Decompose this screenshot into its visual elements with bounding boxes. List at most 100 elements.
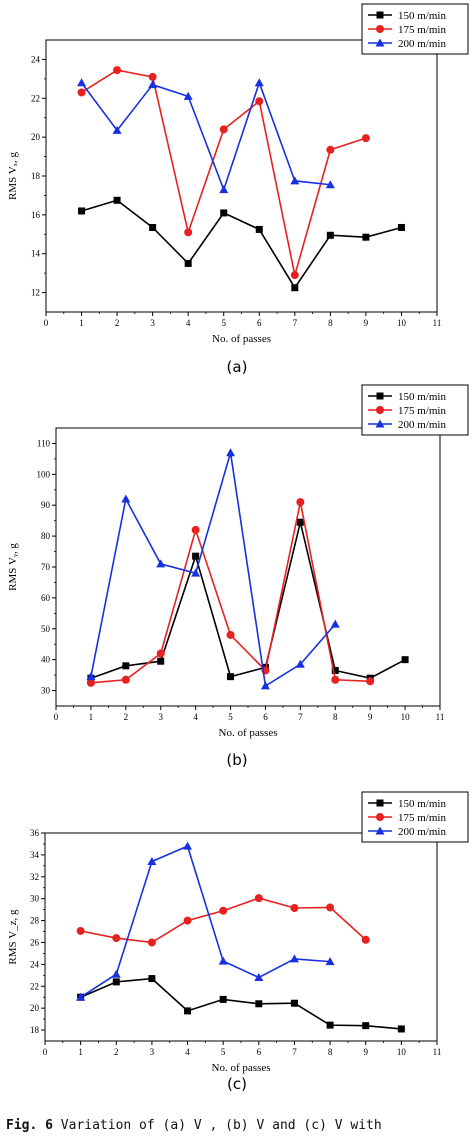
x-tick-label: 11 [433, 318, 442, 328]
y-tick-label: 18 [31, 171, 41, 181]
series-line-3 [80, 845, 331, 998]
legend-swatch-marker [375, 38, 385, 47]
x-tick-label: 3 [150, 1047, 155, 1057]
y-tick-label: 34 [30, 850, 40, 860]
data-point [330, 619, 340, 628]
x-tick-label: 2 [124, 712, 129, 722]
data-point [331, 675, 340, 684]
y-tick-label: 36 [30, 828, 40, 838]
legend-label: 200 m/min [398, 826, 446, 838]
x-tick-label: 4 [193, 712, 198, 722]
y-tick-label: 14 [31, 249, 41, 259]
data-point [226, 448, 236, 457]
legend-label: 175 m/min [398, 405, 446, 417]
legend-swatch-marker [376, 406, 384, 414]
data-point [156, 649, 165, 658]
legend: 150 m/min 175 m/min 200 m/min [361, 384, 469, 436]
x-tick-label: 5 [221, 318, 226, 328]
x-tick-label: 0 [44, 318, 49, 328]
data-point [121, 494, 131, 503]
series-line-1 [81, 199, 402, 290]
data-point [401, 656, 409, 664]
plot-frame [44, 832, 438, 1042]
data-point [77, 88, 86, 97]
x-tick-label: 9 [363, 1047, 368, 1057]
x-tick-label: 5 [221, 1047, 226, 1057]
data-point [296, 518, 304, 526]
data-point [112, 978, 120, 986]
data-point [219, 125, 228, 134]
y-tick-label: 30 [41, 686, 51, 696]
data-point [397, 1025, 405, 1033]
legend-swatch-marker [376, 25, 384, 33]
data-point [218, 956, 228, 965]
series-line-1 [90, 522, 406, 680]
data-point [184, 228, 193, 237]
data-point [326, 231, 334, 239]
y-tick-label: 110 [37, 438, 51, 448]
data-point [362, 1022, 370, 1030]
chart-panel-2: 0 1 2 3 4 5 6 7 8 9 10 11 30 40 50 60 70 80 90 100 110 No. of… [7, 384, 469, 769]
panel-label: (b) [226, 751, 247, 769]
data-point [122, 662, 130, 670]
data-point [112, 934, 121, 943]
data-point [147, 938, 156, 947]
data-point [366, 677, 375, 686]
y-tick-label: 32 [30, 872, 39, 882]
x-tick-label: 7 [292, 1047, 297, 1057]
data-point [157, 657, 165, 665]
x-tick-label: 8 [328, 318, 333, 328]
x-axis-label: No. of passes [212, 1062, 271, 1074]
x-tick-label: 11 [436, 712, 445, 722]
x-axis-label: No. of passes [219, 727, 278, 739]
x-tick-label: 7 [298, 712, 303, 722]
y-tick-label: 70 [41, 562, 51, 572]
data-point [325, 957, 335, 966]
y-tick-label: 90 [41, 500, 51, 510]
y-axis-label: RMS V_z, g [7, 909, 19, 965]
x-tick-label: 2 [115, 318, 120, 328]
panel-label: (c) [227, 1075, 247, 1093]
series-line-3 [90, 452, 336, 688]
data-point [361, 134, 370, 143]
caption-fig-label: Fig. 6 [6, 1118, 53, 1133]
data-point [331, 666, 339, 674]
data-point [219, 995, 227, 1003]
x-tick-label: 10 [397, 1047, 407, 1057]
y-axis-label: RMS Vᵧ, g [7, 543, 19, 591]
data-point [77, 78, 87, 87]
data-point [397, 223, 405, 231]
y-tick-label: 26 [30, 937, 40, 947]
data-point [78, 207, 86, 215]
data-point [112, 125, 122, 134]
x-tick-label: 6 [257, 1047, 262, 1057]
data-point [220, 209, 228, 217]
x-tick-label: 3 [150, 318, 155, 328]
data-point [76, 992, 86, 1001]
data-point [290, 999, 298, 1007]
legend-swatch-marker [376, 813, 384, 821]
data-point [227, 673, 235, 681]
data-point [255, 225, 263, 233]
series-line-3 [80, 80, 331, 192]
x-tick-label: 6 [263, 712, 268, 722]
data-point [149, 223, 157, 231]
x-tick-label: 4 [186, 318, 191, 328]
data-point [260, 681, 270, 690]
data-point [148, 80, 158, 89]
data-point [191, 525, 200, 534]
data-point [325, 180, 335, 189]
x-tick-label: 3 [158, 712, 163, 722]
panel-label: (a) [227, 358, 248, 376]
data-point [156, 559, 166, 568]
legend-label: 150 m/min [398, 391, 446, 403]
legend-swatch-marker [376, 799, 384, 807]
x-tick-label: 9 [368, 712, 373, 722]
x-tick-label: 5 [228, 712, 233, 722]
y-tick-label: 24 [31, 54, 41, 64]
y-tick-label: 20 [31, 132, 41, 142]
data-point [113, 196, 121, 204]
